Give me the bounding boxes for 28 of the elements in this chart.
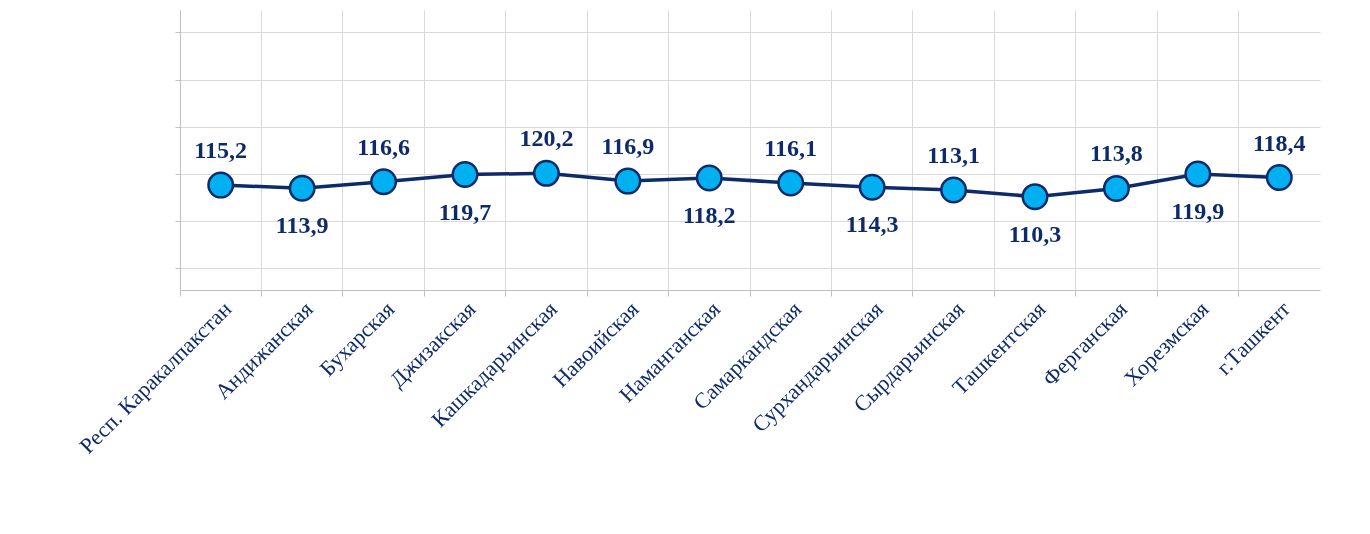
data-label: 120,2 (519, 125, 574, 152)
data-label: 115,2 (194, 137, 248, 164)
data-label: 113,8 (1090, 140, 1143, 167)
data-label: 114,3 (845, 211, 899, 238)
point (695, 164, 723, 192)
point (777, 169, 805, 197)
point (614, 167, 642, 195)
data-label: 113,1 (927, 142, 980, 169)
data-label: 119,9 (1171, 198, 1225, 225)
point (370, 168, 398, 196)
data-label: 118,4 (1252, 129, 1306, 156)
data-label: 118,2 (682, 202, 736, 229)
data-label: 119,7 (438, 198, 492, 225)
point (451, 161, 479, 188)
point (858, 173, 886, 201)
point (1021, 183, 1049, 211)
point (207, 171, 235, 199)
point (288, 174, 316, 202)
data-label: 116,6 (357, 133, 410, 160)
point (1184, 160, 1212, 188)
point (532, 159, 560, 187)
data-label: 110,3 (1008, 220, 1062, 247)
data-label: 116,9 (601, 133, 655, 160)
data-label: 116,1 (764, 135, 818, 161)
point (940, 176, 968, 204)
data-label: 113,9 (275, 212, 329, 239)
point (1265, 164, 1293, 192)
point (1102, 174, 1130, 202)
